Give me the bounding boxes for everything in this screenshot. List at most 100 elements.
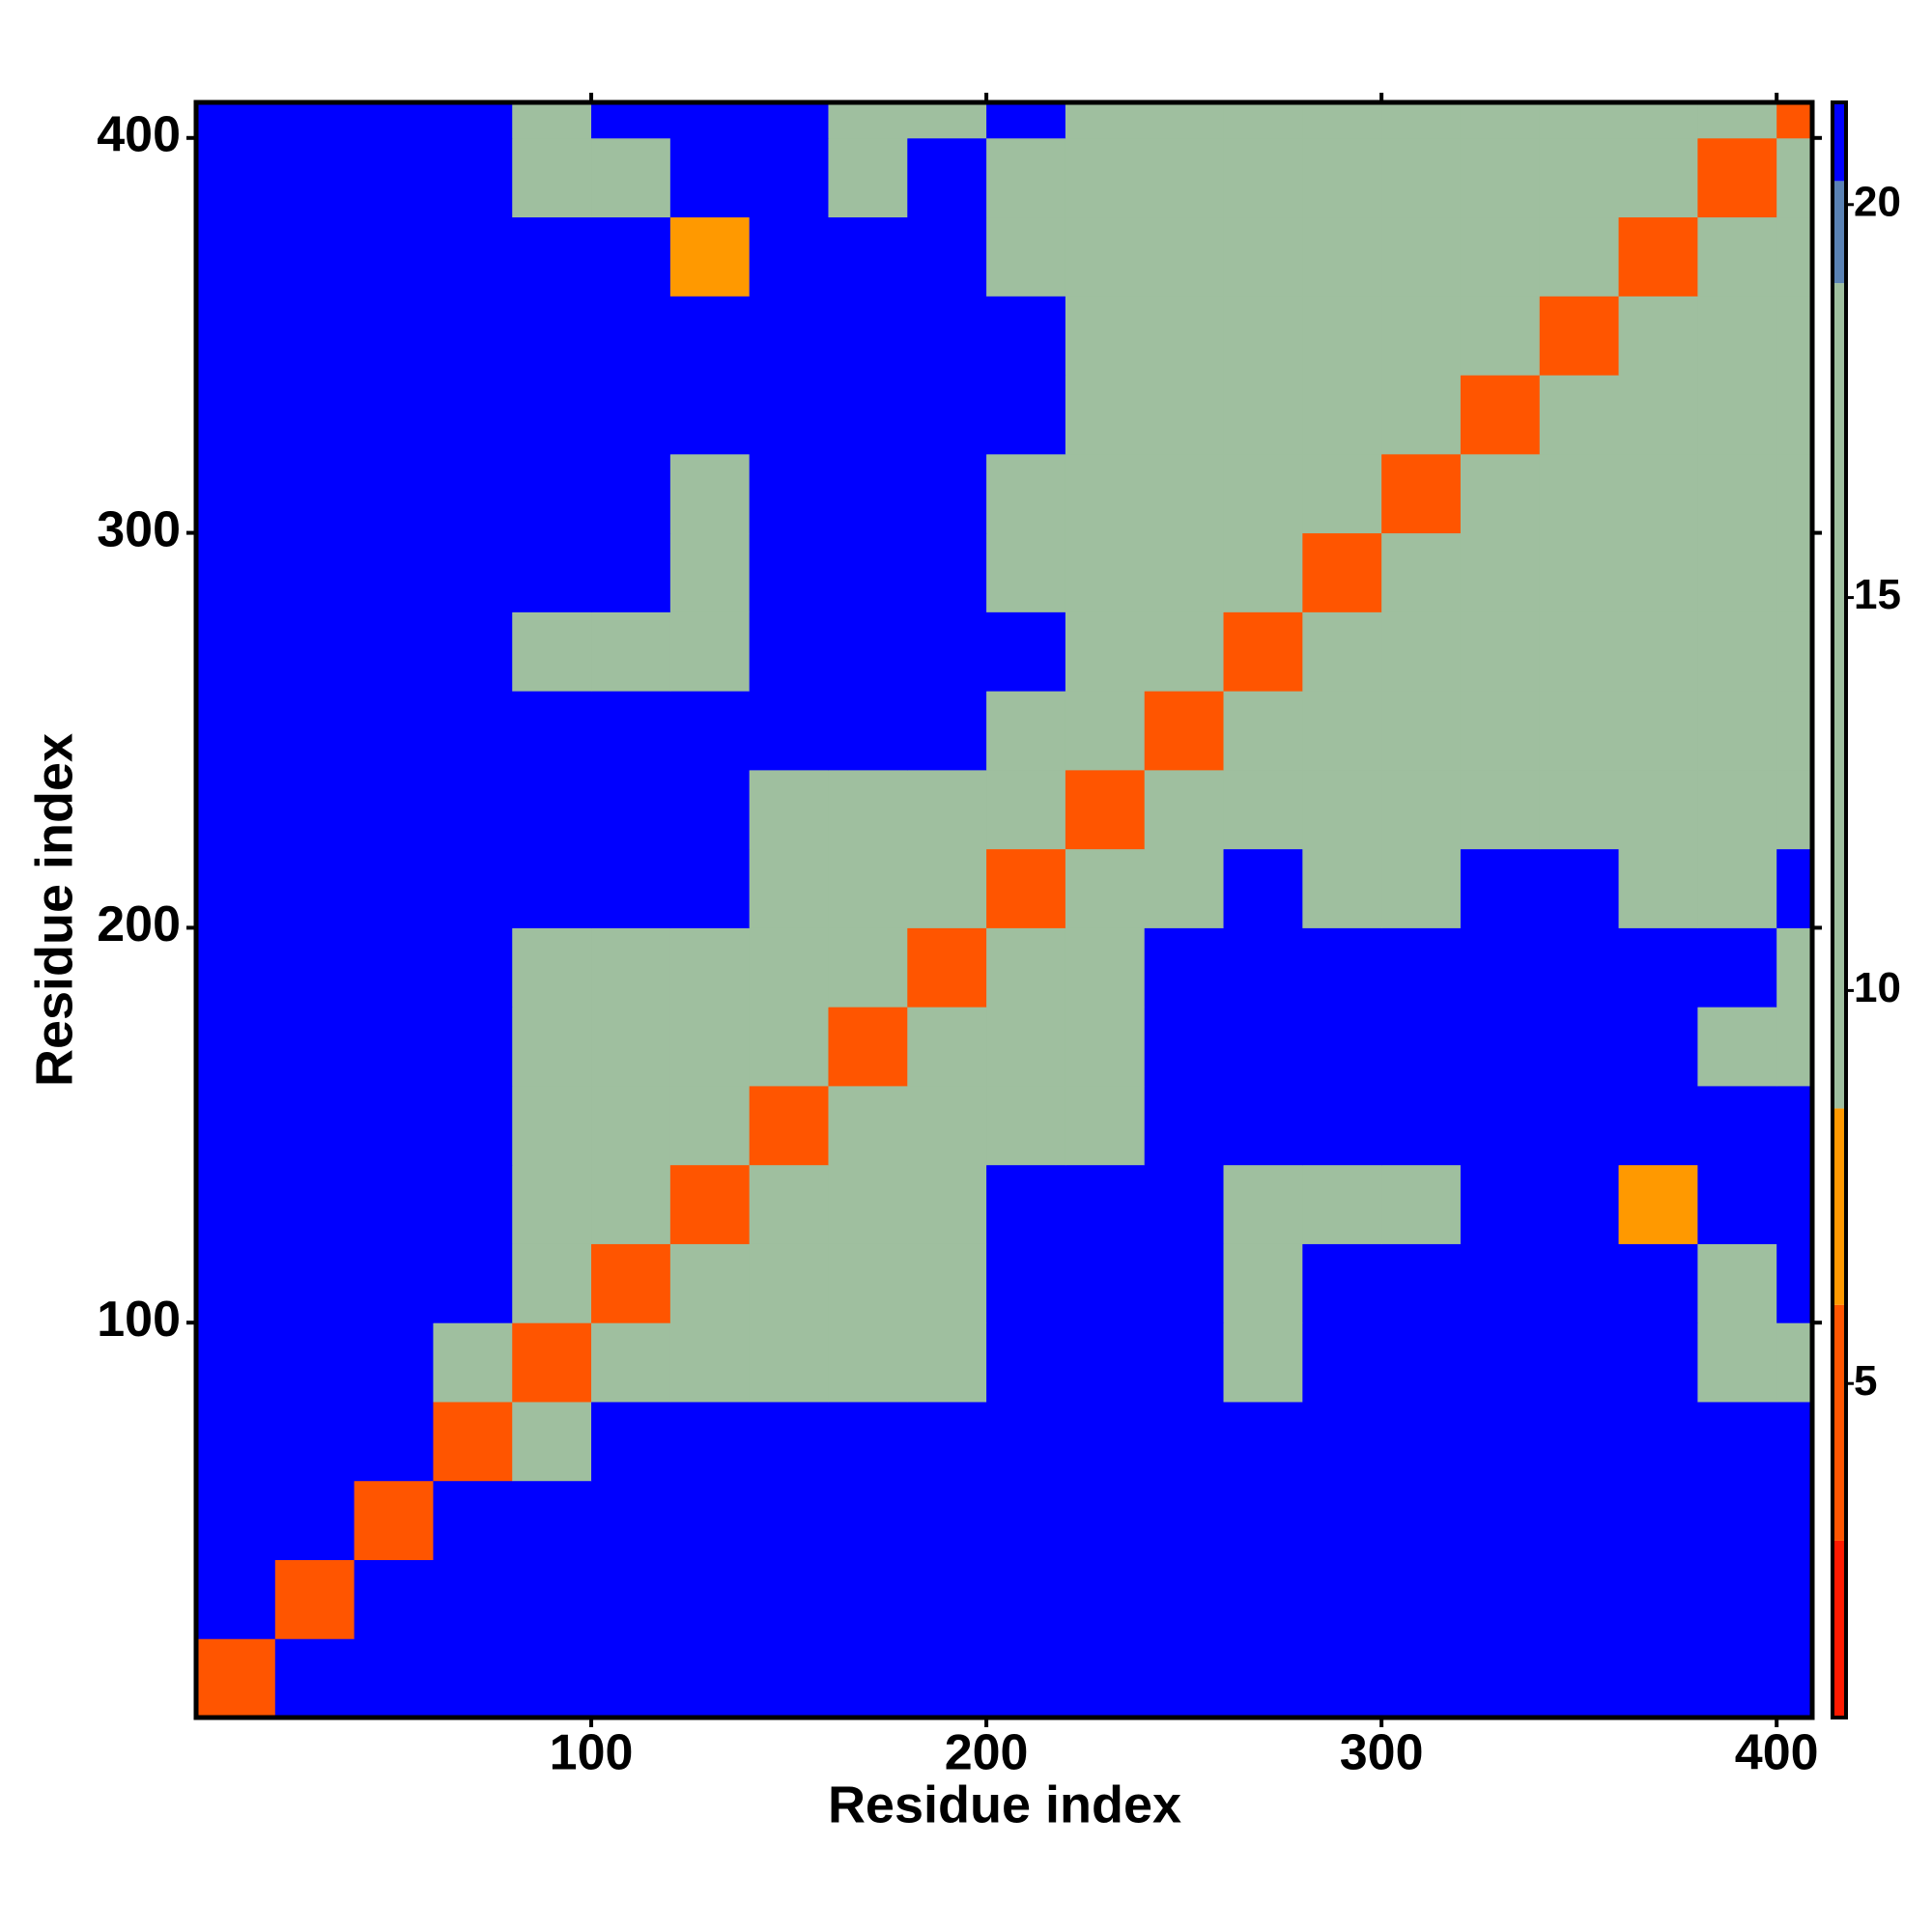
heatmap-cell xyxy=(907,611,987,692)
heatmap-cell xyxy=(669,611,751,692)
heatmap-cell xyxy=(274,1007,355,1087)
heatmap-cell xyxy=(1144,1243,1225,1323)
heatmap-cell xyxy=(433,532,513,612)
heatmap-cell xyxy=(1381,1164,1462,1244)
heatmap-cell xyxy=(1776,691,1813,771)
heatmap-cell xyxy=(433,1480,513,1560)
heatmap-cell xyxy=(433,1559,513,1639)
heatmap-cell xyxy=(907,691,987,771)
heatmap-cell xyxy=(512,137,592,218)
heatmap-cell xyxy=(828,296,908,376)
heatmap-cell xyxy=(1302,1085,1382,1166)
heatmap-cell xyxy=(591,1085,671,1166)
heatmap-cell xyxy=(1302,611,1382,692)
heatmap-cell xyxy=(1539,1322,1620,1403)
heatmap-cell xyxy=(274,1401,355,1482)
heatmap-cell xyxy=(828,102,908,139)
heatmap-cell xyxy=(196,927,276,1008)
heatmap-cell xyxy=(354,1638,434,1719)
heatmap-cell xyxy=(1302,216,1382,297)
heatmap-cell xyxy=(1302,691,1382,771)
heatmap-cell xyxy=(907,927,987,1008)
heatmap-cell xyxy=(196,769,276,850)
heatmap-cell xyxy=(1697,769,1777,850)
heatmap-cell xyxy=(907,296,987,376)
heatmap-cell xyxy=(1144,1401,1225,1482)
heatmap-cell xyxy=(591,453,671,534)
heatmap xyxy=(196,102,1813,1719)
heatmap-cell xyxy=(591,1164,671,1244)
heatmap-cell xyxy=(512,532,592,612)
heatmap-cell xyxy=(196,691,276,771)
heatmap-cell xyxy=(354,216,434,297)
heatmap-cell xyxy=(354,375,434,455)
heatmap-cell xyxy=(591,848,671,928)
heatmap-cell xyxy=(274,1559,355,1639)
heatmap-cell xyxy=(1381,216,1462,297)
heatmap-cell xyxy=(1460,102,1541,139)
heatmap-cell xyxy=(1381,1243,1462,1323)
heatmap-cell xyxy=(274,137,355,218)
heatmap-cell xyxy=(1302,1480,1382,1560)
heatmap-cell xyxy=(907,1638,987,1719)
heatmap-cell xyxy=(354,453,434,534)
heatmap-cell xyxy=(986,453,1066,534)
heatmap-cell xyxy=(1223,1243,1303,1323)
heatmap-cell xyxy=(1776,1007,1813,1087)
heatmap-cell xyxy=(512,1322,592,1403)
heatmap-cell xyxy=(1144,375,1225,455)
heatmap-cell xyxy=(591,1559,671,1639)
heatmap-cell xyxy=(1144,611,1225,692)
heatmap-cell xyxy=(907,848,987,928)
heatmap-cell xyxy=(1223,1322,1303,1403)
heatmap-cell xyxy=(986,927,1066,1008)
heatmap-cell xyxy=(1539,848,1620,928)
heatmap-cell xyxy=(1776,1164,1813,1244)
heatmap-cell xyxy=(512,216,592,297)
heatmap-cell xyxy=(512,1085,592,1166)
heatmap-cell xyxy=(1223,216,1303,297)
heatmap-cell xyxy=(512,296,592,376)
heatmap-cell xyxy=(196,611,276,692)
heatmap-cell xyxy=(1223,375,1303,455)
heatmap-cell xyxy=(1618,1480,1698,1560)
heatmap-cell xyxy=(433,769,513,850)
heatmap-cell xyxy=(1776,1401,1813,1482)
heatmap-cell xyxy=(1776,137,1813,218)
heatmap-cell xyxy=(1460,1085,1541,1166)
heatmap-cell xyxy=(1460,691,1541,771)
heatmap-cell xyxy=(828,1007,908,1087)
heatmap-cell xyxy=(591,102,671,139)
heatmap-cell xyxy=(749,532,829,612)
heatmap-cell xyxy=(1618,216,1698,297)
heatmap-cell xyxy=(1065,1007,1146,1087)
heatmap-cell xyxy=(196,848,276,928)
heatmap-cell xyxy=(986,296,1066,376)
heatmap-cell xyxy=(828,927,908,1008)
heatmap-cell xyxy=(591,1322,671,1403)
heatmap-cell xyxy=(1539,1007,1620,1087)
colorbar-tick-label: 5 xyxy=(1854,1357,1877,1405)
heatmap-cell xyxy=(907,1243,987,1323)
heatmap-cell xyxy=(986,1322,1066,1403)
heatmap-cell xyxy=(1065,137,1146,218)
heatmap-cell xyxy=(1776,296,1813,376)
heatmap-cell xyxy=(907,1322,987,1403)
heatmap-cell xyxy=(749,1401,829,1482)
colorbar-tick-label: 10 xyxy=(1854,964,1901,1011)
heatmap-cell xyxy=(1381,1559,1462,1639)
heatmap-cell xyxy=(1539,1243,1620,1323)
heatmap-cell xyxy=(1144,848,1225,928)
heatmap-cell xyxy=(986,769,1066,850)
heatmap-cell xyxy=(749,1007,829,1087)
heatmap-cell xyxy=(828,1085,908,1166)
heatmap-cell xyxy=(1697,691,1777,771)
heatmap-cell xyxy=(1618,691,1698,771)
heatmap-cell xyxy=(1460,1638,1541,1719)
heatmap-cell xyxy=(274,1480,355,1560)
heatmap-cell xyxy=(986,1164,1066,1244)
heatmap-cell xyxy=(1460,611,1541,692)
heatmap-cell xyxy=(512,1243,592,1323)
heatmap-cell xyxy=(669,1401,751,1482)
